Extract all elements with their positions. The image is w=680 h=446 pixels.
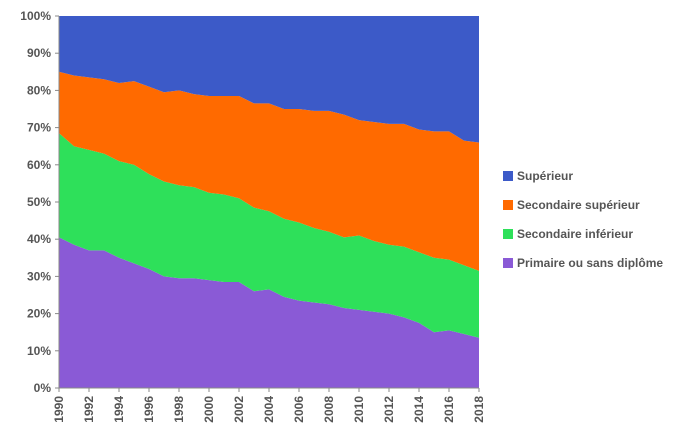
x-tick-label: 2016: [442, 396, 456, 423]
area-series-1: [59, 133, 479, 338]
chart-areas: [59, 16, 479, 388]
x-tick-label: 2000: [202, 396, 216, 423]
chart-legend: Supérieur Secondaire supérieur Secondaire …: [503, 169, 663, 270]
legend-swatch: [503, 171, 513, 181]
legend-label: Supérieur: [517, 169, 573, 183]
x-tick-label: 1990: [52, 396, 66, 423]
legend-swatch: [503, 258, 513, 268]
legend-swatch: [503, 200, 513, 210]
x-axis: 1990 1992 1994 1996 1998 2000 2002 2004 2006 2008…: [52, 387, 486, 423]
y-tick-label: 80%: [27, 83, 51, 97]
x-tick-label: 2012: [382, 396, 396, 423]
area-series-2: [59, 71, 479, 271]
area-series-3: [59, 16, 479, 143]
y-tick-label: 20%: [27, 307, 51, 321]
y-tick-label: 100%: [20, 9, 51, 23]
x-tick-label: 1998: [172, 396, 186, 423]
x-tick-label: 1994: [112, 396, 126, 423]
y-tick-label: 70%: [27, 121, 51, 135]
y-tick-label: 90%: [27, 46, 51, 60]
x-tick-label: 2014: [412, 396, 426, 423]
y-tick-label: 30%: [27, 269, 51, 283]
x-tick-label: 2018: [472, 396, 486, 423]
y-tick-label: 10%: [27, 344, 51, 358]
legend-label: Primaire ou sans diplôme: [517, 256, 663, 270]
legend-label: Secondaire supérieur: [517, 198, 640, 212]
x-tick-label: 2010: [352, 396, 366, 423]
y-tick-label: 40%: [27, 232, 51, 246]
y-tick-label: 50%: [27, 195, 51, 209]
x-tick-label: 1996: [142, 396, 156, 423]
legend-swatch: [503, 229, 513, 239]
y-tick-label: 60%: [27, 158, 51, 172]
x-tick-label: 1992: [82, 396, 96, 423]
x-tick-label: 2004: [262, 396, 276, 423]
x-tick-label: 2002: [232, 396, 246, 423]
x-tick-label: 2006: [292, 396, 306, 423]
y-tick-label: 0%: [34, 381, 52, 395]
area-series-0: [59, 237, 479, 388]
legend-label: Secondaire inférieur: [517, 227, 633, 241]
y-axis: 0% 10% 20% 30% 40% 50% 60% 70% 80% 90% 100%: [20, 9, 60, 395]
x-tick-label: 2008: [322, 396, 336, 423]
